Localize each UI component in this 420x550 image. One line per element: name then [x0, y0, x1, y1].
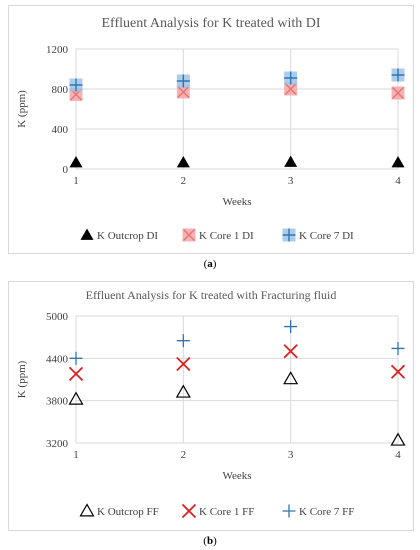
chart-0-legend-label-0: K Outcrop DI	[97, 230, 158, 242]
chart-0-point	[69, 78, 83, 92]
chart-0-xaxis-label: Weeks	[222, 196, 251, 208]
chart-b-svg: Effluent Analysis for K treated with Fra…	[16, 288, 406, 519]
chart-1-point	[69, 351, 83, 365]
chart-1-point	[176, 356, 191, 372]
chart-0-yaxis-label: K (ppm)	[16, 90, 28, 128]
chart-0-ytick-label: 800	[52, 84, 69, 96]
chart-0-title: Effluent Analysis for K treated with DI	[101, 16, 320, 31]
chart-1-ytick-label: 5000	[46, 311, 69, 323]
chart-panel-a: Effluent Analysis for K treated with DI 0…	[8, 5, 414, 254]
panel-label-a: (a)	[203, 258, 217, 270]
chart-1-ytick-label: 3800	[46, 396, 69, 408]
chart-0-legend: K Outcrop DI K Core 1 DI K Core 7 DI	[80, 228, 354, 242]
chart-a-svg: Effluent Analysis for K treated with DI 0…	[16, 16, 405, 242]
chart-1-legend: K Outcrop FF K Core 1 FF K Core 7 FF	[79, 503, 354, 519]
chart-0-point	[391, 86, 405, 100]
chart-1-legend-label-1: K Core 1 FF	[199, 506, 254, 518]
chart-1-legend-label-0: K Outcrop FF	[97, 506, 159, 518]
chart-panel-b: Effluent Analysis for K treated with Fra…	[8, 281, 414, 531]
chart-1-point	[176, 334, 190, 348]
chart-1-point	[284, 320, 298, 334]
chart-1-point	[391, 341, 405, 355]
chart-0-point	[69, 156, 83, 168]
chart-1-xaxis-label: Weeks	[222, 470, 251, 482]
chart-1-series-0	[68, 371, 406, 446]
chart-0-point	[284, 82, 298, 96]
chart-1-point	[390, 432, 406, 446]
chart-0-legend-label-2: K Core 7 DI	[299, 230, 354, 242]
chart-0-series-2	[69, 68, 405, 92]
chart-0-ytick-label: 0	[63, 164, 69, 176]
chart-1-point	[283, 371, 299, 385]
chart-0-xtick-label: 4	[395, 175, 401, 187]
chart-0-point	[391, 68, 405, 82]
chart-0-series-0	[69, 155, 405, 168]
chart-1-legend-marker-2	[282, 504, 296, 518]
chart-0-point	[284, 155, 298, 167]
chart-0-ytick-label: 1200	[46, 44, 69, 56]
chart-1-point	[68, 366, 84, 381]
chart-1-series-1	[68, 344, 406, 381]
chart-1-ytick-label: 4400	[46, 353, 69, 365]
chart-0-xtick-label: 1	[73, 175, 79, 187]
chart-0-legend-marker-0	[80, 228, 94, 240]
chart-0-legend-marker-2	[282, 228, 296, 242]
chart-1-point	[175, 384, 191, 398]
chart-1-series-2	[69, 320, 405, 365]
panel-label-b: (b)	[203, 535, 217, 547]
chart-1-ytick-label: 3200	[46, 438, 69, 450]
chart-0-point	[176, 156, 190, 168]
chart-0-legend-marker-1	[182, 228, 196, 242]
chart-0-xtick-label: 2	[181, 175, 187, 187]
chart-1-legend-marker-1	[181, 503, 197, 519]
chart-0-ytick-label: 400	[52, 124, 69, 136]
chart-1-point	[390, 364, 406, 379]
chart-0-legend-label-1: K Core 1 DI	[199, 230, 254, 242]
chart-0-series-1	[69, 82, 405, 101]
chart-1-legend-marker-0	[79, 503, 95, 517]
chart-0-grid	[75, 48, 399, 170]
chart-1-xtick-label: 1	[73, 449, 79, 461]
chart-1-point	[68, 391, 84, 405]
chart-1-xtick-label: 4	[395, 449, 401, 461]
chart-0-xtick-label: 3	[288, 175, 294, 187]
chart-0-point	[284, 71, 298, 85]
chart-1-grid	[75, 315, 399, 444]
chart-1-xtick-label: 3	[288, 449, 294, 461]
chart-0-point	[391, 156, 405, 168]
chart-1-legend-label-2: K Core 7 FF	[299, 506, 354, 518]
chart-1-yaxis-label: K (ppm)	[16, 360, 28, 398]
chart-0-point	[176, 74, 190, 88]
chart-0-point	[176, 85, 190, 99]
chart-1-xtick-label: 2	[181, 449, 187, 461]
chart-1-title: Effluent Analysis for K treated with Fra…	[86, 288, 337, 302]
chart-1-point	[283, 344, 298, 359]
